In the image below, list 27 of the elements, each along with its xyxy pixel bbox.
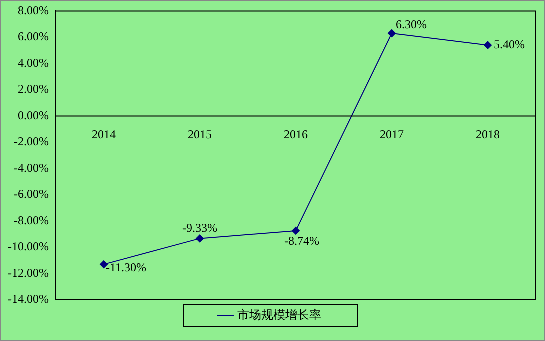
- x-tick-label: 2014: [92, 128, 116, 142]
- point: [388, 30, 396, 38]
- x-tick-label: 2018: [476, 128, 500, 142]
- data-label: 6.30%: [396, 18, 427, 32]
- data-label: -8.74%: [284, 234, 320, 248]
- y-tick-label: -12.00%: [8, 266, 49, 280]
- y-tick-label: -6.00%: [14, 187, 49, 202]
- data-label: 5.40%: [494, 37, 525, 52]
- point: [292, 226, 300, 235]
- data-label: -9.33%: [182, 220, 218, 235]
- y-tick-label: -8.00%: [14, 213, 49, 228]
- x-tick-label: 2015: [188, 128, 212, 142]
- y-tick-label: 2.00%: [18, 82, 49, 96]
- y-tick-label: 4.00%: [18, 56, 49, 70]
- y-tick-label: 6.00%: [18, 30, 49, 44]
- x-tick-label: 2016: [284, 128, 308, 142]
- data-label: -11.30%: [106, 260, 147, 275]
- point: [196, 234, 204, 243]
- point: [484, 41, 492, 50]
- y-tick-label: -10.00%: [8, 240, 49, 254]
- y-tick-label: 0.00%: [18, 108, 49, 122]
- y-tick-label: -4.00%: [14, 160, 49, 175]
- y-tick-label: 8.00%: [18, 3, 49, 18]
- y-tick-label: -2.00%: [14, 134, 49, 149]
- y-tick-label: -14.00%: [8, 292, 49, 306]
- x-tick-label: 2017: [380, 128, 404, 142]
- legend-label: 市场规模增长率: [238, 308, 322, 322]
